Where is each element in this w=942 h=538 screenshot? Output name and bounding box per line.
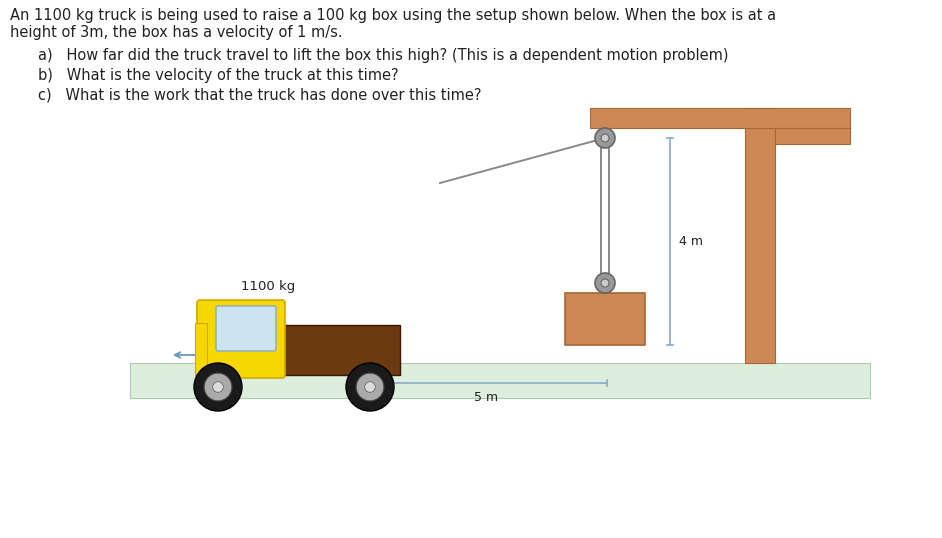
Text: a)   How far did the truck travel to lift the box this high? (This is a dependen: a) How far did the truck travel to lift … bbox=[38, 48, 728, 63]
Text: height of 3m, the box has a velocity of 1 m/s.: height of 3m, the box has a velocity of … bbox=[10, 25, 343, 40]
Bar bbox=[565, 293, 645, 345]
Bar bbox=[590, 108, 850, 128]
Circle shape bbox=[346, 363, 394, 411]
Text: 5 m: 5 m bbox=[474, 391, 498, 404]
Text: c)   What is the work that the truck has done over this time?: c) What is the work that the truck has d… bbox=[38, 88, 481, 103]
Bar bbox=[745, 108, 775, 363]
Text: 4 m: 4 m bbox=[679, 235, 703, 248]
FancyBboxPatch shape bbox=[216, 306, 276, 351]
Circle shape bbox=[194, 363, 242, 411]
Circle shape bbox=[213, 382, 223, 392]
Text: 100 kg: 100 kg bbox=[579, 313, 630, 325]
Bar bbox=[270, 325, 400, 375]
Bar bbox=[775, 128, 850, 144]
Circle shape bbox=[601, 134, 609, 142]
Text: An 1100 kg truck is being used to raise a 100 kg box using the setup shown below: An 1100 kg truck is being used to raise … bbox=[10, 8, 776, 23]
Circle shape bbox=[595, 273, 615, 293]
Circle shape bbox=[595, 128, 615, 148]
Circle shape bbox=[356, 373, 384, 401]
Circle shape bbox=[365, 382, 375, 392]
Text: b)   What is the velocity of the truck at this time?: b) What is the velocity of the truck at … bbox=[38, 68, 398, 83]
Circle shape bbox=[601, 279, 609, 287]
Bar bbox=[195, 323, 207, 375]
Bar bbox=[130, 363, 870, 398]
Circle shape bbox=[204, 373, 232, 401]
Text: 1100 kg: 1100 kg bbox=[241, 280, 295, 293]
FancyBboxPatch shape bbox=[197, 300, 285, 378]
